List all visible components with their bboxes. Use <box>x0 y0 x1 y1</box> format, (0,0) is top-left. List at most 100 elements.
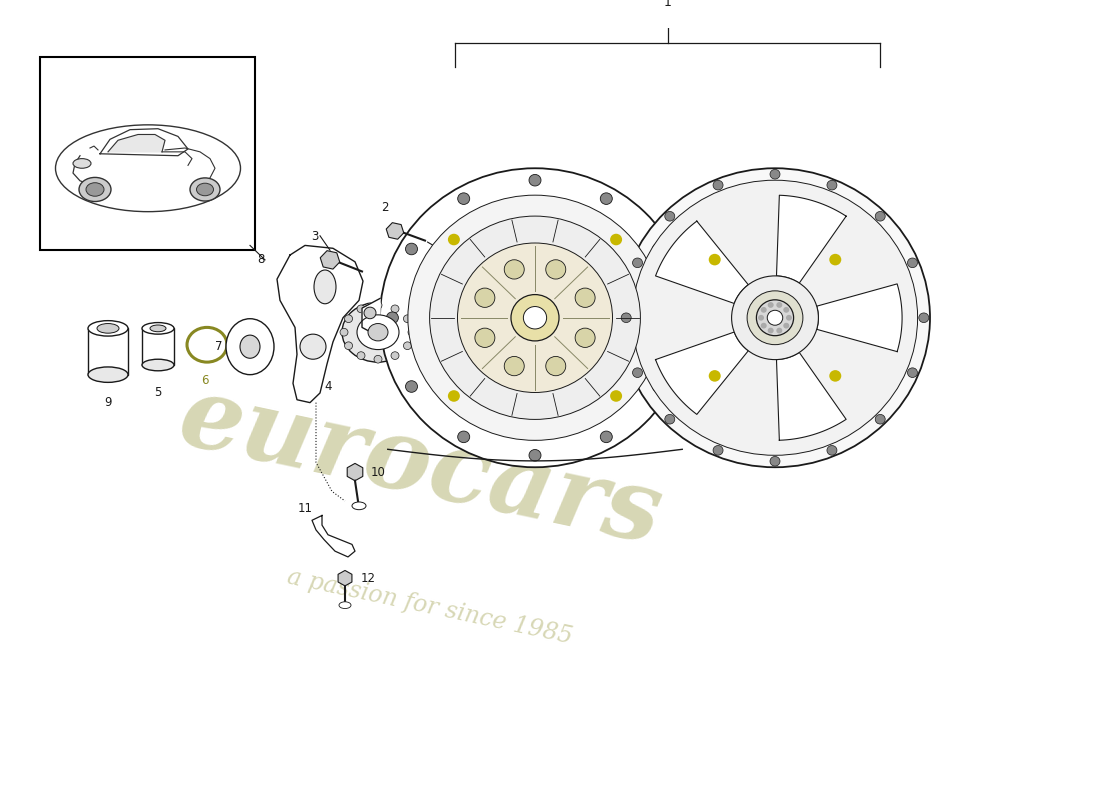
Text: eurocars: eurocars <box>170 369 670 566</box>
Circle shape <box>512 294 559 341</box>
Circle shape <box>601 193 613 205</box>
Circle shape <box>408 195 662 440</box>
Circle shape <box>768 328 773 334</box>
Circle shape <box>908 258 917 268</box>
Circle shape <box>827 446 837 455</box>
Circle shape <box>747 291 803 345</box>
Ellipse shape <box>314 270 336 304</box>
Circle shape <box>783 307 790 313</box>
Text: 10: 10 <box>371 466 386 478</box>
Text: 9: 9 <box>104 396 112 409</box>
FancyBboxPatch shape <box>142 328 174 365</box>
Circle shape <box>404 342 411 350</box>
Ellipse shape <box>97 323 119 333</box>
Circle shape <box>829 254 842 266</box>
Circle shape <box>374 302 382 309</box>
Circle shape <box>768 310 783 326</box>
Ellipse shape <box>339 602 351 609</box>
Polygon shape <box>108 134 165 152</box>
Circle shape <box>610 234 623 246</box>
Circle shape <box>708 254 720 266</box>
FancyBboxPatch shape <box>88 328 128 374</box>
Ellipse shape <box>88 367 128 382</box>
Circle shape <box>757 300 793 336</box>
Circle shape <box>448 234 460 246</box>
Ellipse shape <box>86 182 104 196</box>
Ellipse shape <box>342 302 414 362</box>
Circle shape <box>300 334 326 359</box>
Circle shape <box>770 457 780 466</box>
Circle shape <box>783 322 790 329</box>
Circle shape <box>504 260 525 279</box>
Circle shape <box>610 390 623 402</box>
Polygon shape <box>362 298 380 337</box>
Ellipse shape <box>352 502 366 510</box>
Text: 7: 7 <box>214 340 222 353</box>
Circle shape <box>364 307 376 318</box>
Circle shape <box>546 357 565 376</box>
Circle shape <box>761 322 767 329</box>
Polygon shape <box>816 284 902 352</box>
Circle shape <box>458 431 470 442</box>
Circle shape <box>358 352 365 359</box>
Text: 3: 3 <box>311 230 319 242</box>
Circle shape <box>632 180 917 455</box>
Circle shape <box>575 328 595 347</box>
Circle shape <box>664 211 674 221</box>
Ellipse shape <box>88 321 128 336</box>
Circle shape <box>475 328 495 347</box>
Polygon shape <box>100 129 188 156</box>
Circle shape <box>876 414 886 424</box>
Circle shape <box>768 302 773 308</box>
Circle shape <box>504 357 525 376</box>
Circle shape <box>379 168 690 467</box>
Text: 1: 1 <box>663 0 671 9</box>
Circle shape <box>386 312 398 323</box>
Circle shape <box>344 342 353 350</box>
Circle shape <box>621 313 631 322</box>
Circle shape <box>632 258 642 268</box>
Circle shape <box>876 211 886 221</box>
Circle shape <box>529 174 541 186</box>
Circle shape <box>430 216 640 419</box>
FancyBboxPatch shape <box>40 58 255 250</box>
Circle shape <box>732 276 818 360</box>
Circle shape <box>827 180 837 190</box>
Circle shape <box>601 431 613 442</box>
Circle shape <box>390 352 399 359</box>
Circle shape <box>770 170 780 179</box>
Ellipse shape <box>240 335 260 358</box>
Circle shape <box>406 243 418 254</box>
Circle shape <box>448 390 460 402</box>
Circle shape <box>652 243 664 254</box>
Text: a passion for since 1985: a passion for since 1985 <box>285 566 574 649</box>
Ellipse shape <box>197 183 213 196</box>
Circle shape <box>758 315 764 321</box>
Polygon shape <box>777 195 846 283</box>
Polygon shape <box>312 515 355 557</box>
Ellipse shape <box>142 359 174 370</box>
Circle shape <box>908 368 917 378</box>
Text: 2: 2 <box>382 201 388 214</box>
Circle shape <box>458 193 470 205</box>
Ellipse shape <box>368 323 388 341</box>
Circle shape <box>785 315 792 321</box>
Ellipse shape <box>226 318 274 374</box>
Text: 5: 5 <box>154 386 162 399</box>
Circle shape <box>708 370 720 382</box>
Circle shape <box>918 313 928 322</box>
Text: 12: 12 <box>361 572 376 585</box>
Circle shape <box>713 180 723 190</box>
Ellipse shape <box>55 125 241 212</box>
Polygon shape <box>777 353 846 440</box>
Circle shape <box>575 288 595 307</box>
Polygon shape <box>277 246 363 402</box>
Circle shape <box>358 305 365 313</box>
Circle shape <box>374 355 382 363</box>
Circle shape <box>761 307 767 313</box>
Circle shape <box>458 243 613 393</box>
Ellipse shape <box>190 178 220 201</box>
Text: 4: 4 <box>324 381 332 394</box>
Circle shape <box>340 328 348 336</box>
Circle shape <box>777 302 782 308</box>
